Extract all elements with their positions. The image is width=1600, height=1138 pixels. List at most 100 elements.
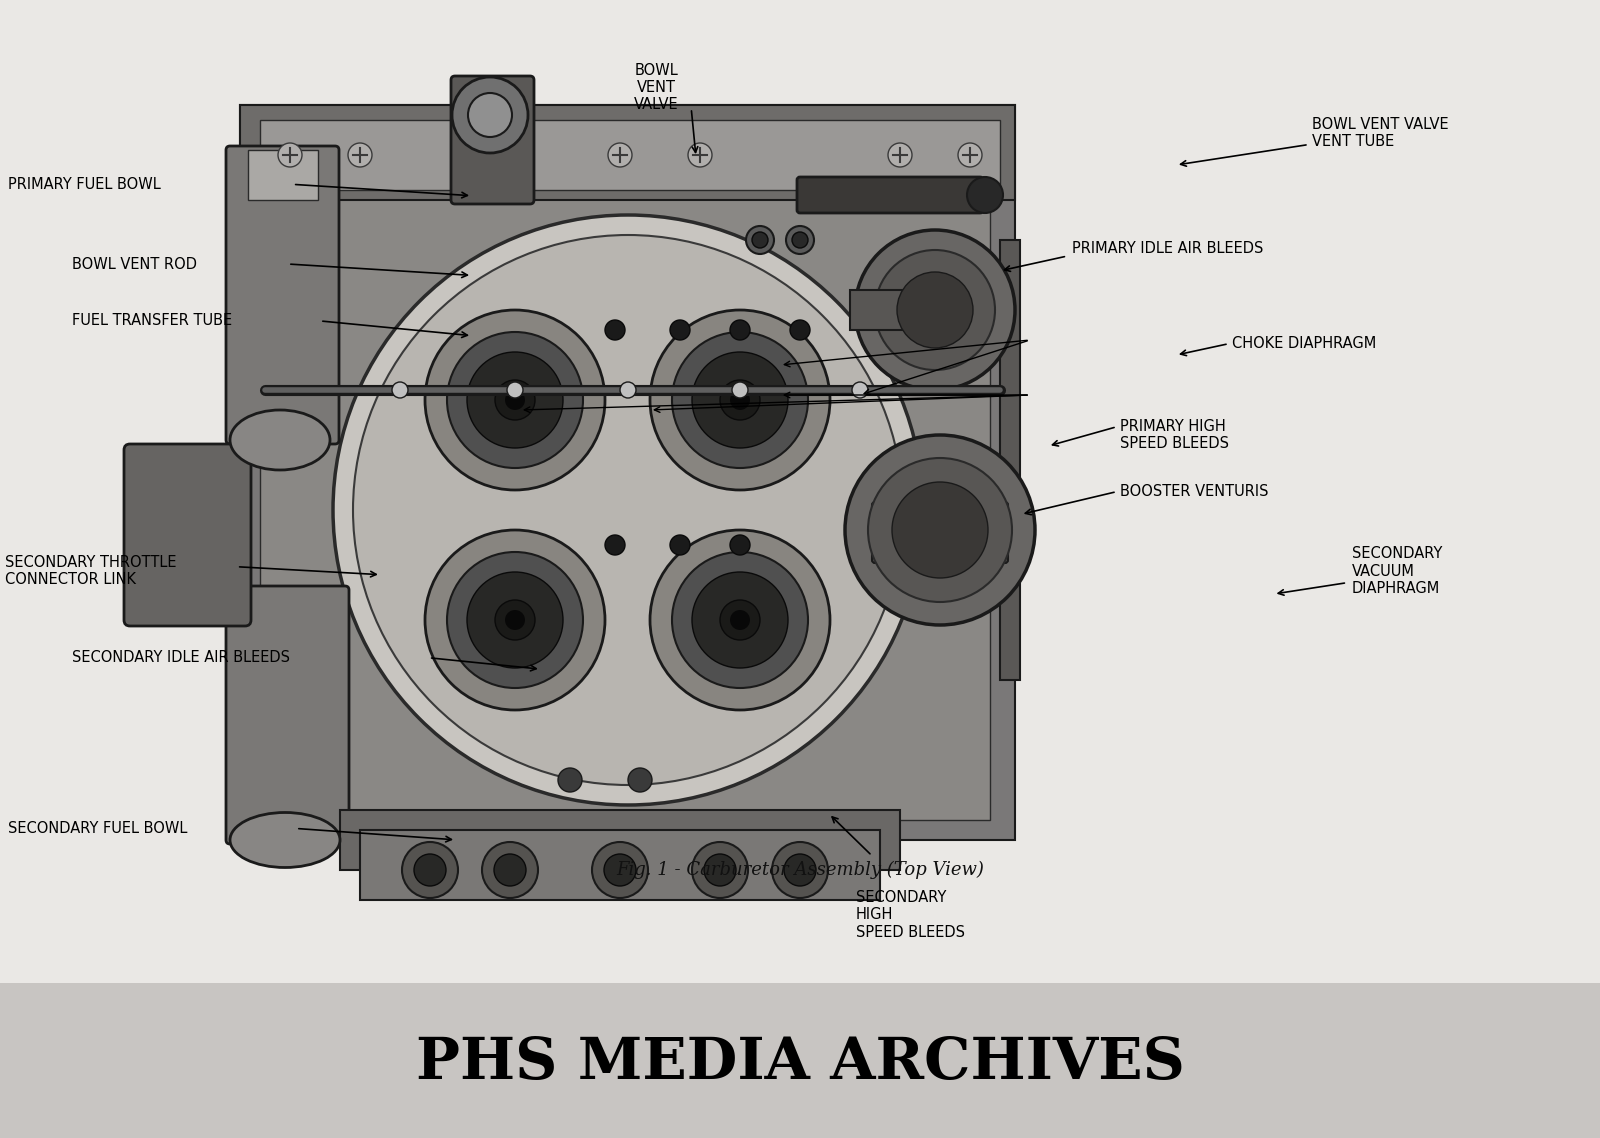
Circle shape — [558, 768, 582, 792]
Circle shape — [467, 93, 512, 137]
Circle shape — [506, 390, 525, 410]
Circle shape — [672, 332, 808, 468]
Circle shape — [349, 143, 371, 167]
FancyBboxPatch shape — [872, 502, 1008, 563]
Ellipse shape — [230, 410, 330, 470]
Text: SECONDARY
HIGH
SPEED BLEEDS: SECONDARY HIGH SPEED BLEEDS — [856, 890, 965, 940]
Circle shape — [494, 380, 534, 420]
Text: BOOSTER VENTURIS: BOOSTER VENTURIS — [1120, 484, 1269, 500]
Circle shape — [278, 143, 302, 167]
Circle shape — [786, 226, 814, 254]
Bar — [0, 0, 1600, 983]
FancyBboxPatch shape — [226, 146, 339, 444]
Circle shape — [506, 610, 525, 630]
Bar — [240, 105, 1014, 840]
Circle shape — [608, 143, 632, 167]
Circle shape — [494, 854, 526, 887]
Circle shape — [720, 600, 760, 640]
Text: SECONDARY FUEL BOWL: SECONDARY FUEL BOWL — [8, 820, 187, 836]
Circle shape — [875, 250, 995, 370]
Circle shape — [704, 854, 736, 887]
Circle shape — [958, 143, 982, 167]
Circle shape — [691, 572, 787, 668]
Circle shape — [691, 352, 787, 448]
Circle shape — [446, 332, 582, 468]
Text: CHOKE DIAPHRAGM: CHOKE DIAPHRAGM — [1232, 336, 1376, 352]
Circle shape — [605, 320, 626, 340]
Circle shape — [507, 382, 523, 398]
Circle shape — [730, 390, 750, 410]
Circle shape — [854, 230, 1014, 390]
FancyBboxPatch shape — [797, 178, 982, 213]
Text: BOWL VENT ROD: BOWL VENT ROD — [72, 256, 197, 272]
Circle shape — [746, 226, 774, 254]
Circle shape — [670, 320, 690, 340]
Circle shape — [898, 272, 973, 348]
Bar — [248, 150, 318, 200]
Circle shape — [446, 552, 582, 688]
Circle shape — [672, 552, 808, 688]
Circle shape — [467, 572, 563, 668]
Bar — [850, 290, 934, 330]
Text: FUEL TRANSFER TUBE: FUEL TRANSFER TUBE — [72, 313, 232, 329]
Bar — [259, 119, 1000, 190]
Bar — [240, 105, 1014, 200]
Circle shape — [752, 232, 768, 248]
Circle shape — [893, 483, 989, 578]
Bar — [0, 983, 1600, 1138]
Text: PRIMARY HIGH
SPEED BLEEDS: PRIMARY HIGH SPEED BLEEDS — [1120, 419, 1229, 451]
Circle shape — [650, 310, 830, 490]
Circle shape — [784, 854, 816, 887]
Circle shape — [792, 232, 808, 248]
Circle shape — [650, 530, 830, 710]
Bar — [360, 830, 880, 900]
Circle shape — [414, 854, 446, 887]
Circle shape — [592, 842, 648, 898]
Circle shape — [966, 178, 1003, 213]
Circle shape — [453, 77, 528, 152]
Text: BOWL
VENT
VALVE: BOWL VENT VALVE — [634, 63, 678, 113]
Circle shape — [733, 382, 749, 398]
FancyBboxPatch shape — [226, 586, 349, 844]
FancyBboxPatch shape — [451, 76, 534, 204]
Circle shape — [621, 382, 637, 398]
Circle shape — [605, 535, 626, 555]
Text: PRIMARY FUEL BOWL: PRIMARY FUEL BOWL — [8, 176, 160, 192]
Bar — [259, 119, 990, 820]
Circle shape — [790, 320, 810, 340]
Circle shape — [494, 600, 534, 640]
Ellipse shape — [230, 813, 339, 867]
Bar — [1000, 240, 1021, 681]
Text: BOWL VENT VALVE
VENT TUBE: BOWL VENT VALVE VENT TUBE — [1312, 117, 1448, 149]
Circle shape — [867, 457, 1013, 602]
Circle shape — [392, 382, 408, 398]
Text: SECONDARY IDLE AIR BLEEDS: SECONDARY IDLE AIR BLEEDS — [72, 650, 290, 666]
Text: PHS MEDIA ARCHIVES: PHS MEDIA ARCHIVES — [416, 1034, 1184, 1091]
Circle shape — [402, 842, 458, 898]
Text: PRIMARY IDLE AIR BLEEDS: PRIMARY IDLE AIR BLEEDS — [1072, 240, 1264, 256]
Text: SECONDARY THROTTLE
CONNECTOR LINK: SECONDARY THROTTLE CONNECTOR LINK — [5, 555, 176, 587]
Circle shape — [730, 535, 750, 555]
Circle shape — [467, 352, 563, 448]
Circle shape — [771, 842, 829, 898]
Bar — [339, 810, 899, 869]
Circle shape — [354, 236, 902, 785]
Circle shape — [851, 382, 867, 398]
Circle shape — [720, 380, 760, 420]
Circle shape — [627, 768, 653, 792]
Circle shape — [691, 842, 749, 898]
FancyBboxPatch shape — [125, 444, 251, 626]
Circle shape — [426, 310, 605, 490]
Circle shape — [670, 535, 690, 555]
Text: Fig. 1 - Carburetor Assembly (Top View): Fig. 1 - Carburetor Assembly (Top View) — [616, 860, 984, 880]
Circle shape — [845, 435, 1035, 625]
Circle shape — [482, 842, 538, 898]
Circle shape — [333, 215, 923, 805]
Circle shape — [730, 320, 750, 340]
Circle shape — [605, 854, 637, 887]
Circle shape — [688, 143, 712, 167]
Text: SECONDARY
VACUUM
DIAPHRAGM: SECONDARY VACUUM DIAPHRAGM — [1352, 546, 1442, 596]
Circle shape — [730, 610, 750, 630]
Circle shape — [426, 530, 605, 710]
Circle shape — [888, 143, 912, 167]
